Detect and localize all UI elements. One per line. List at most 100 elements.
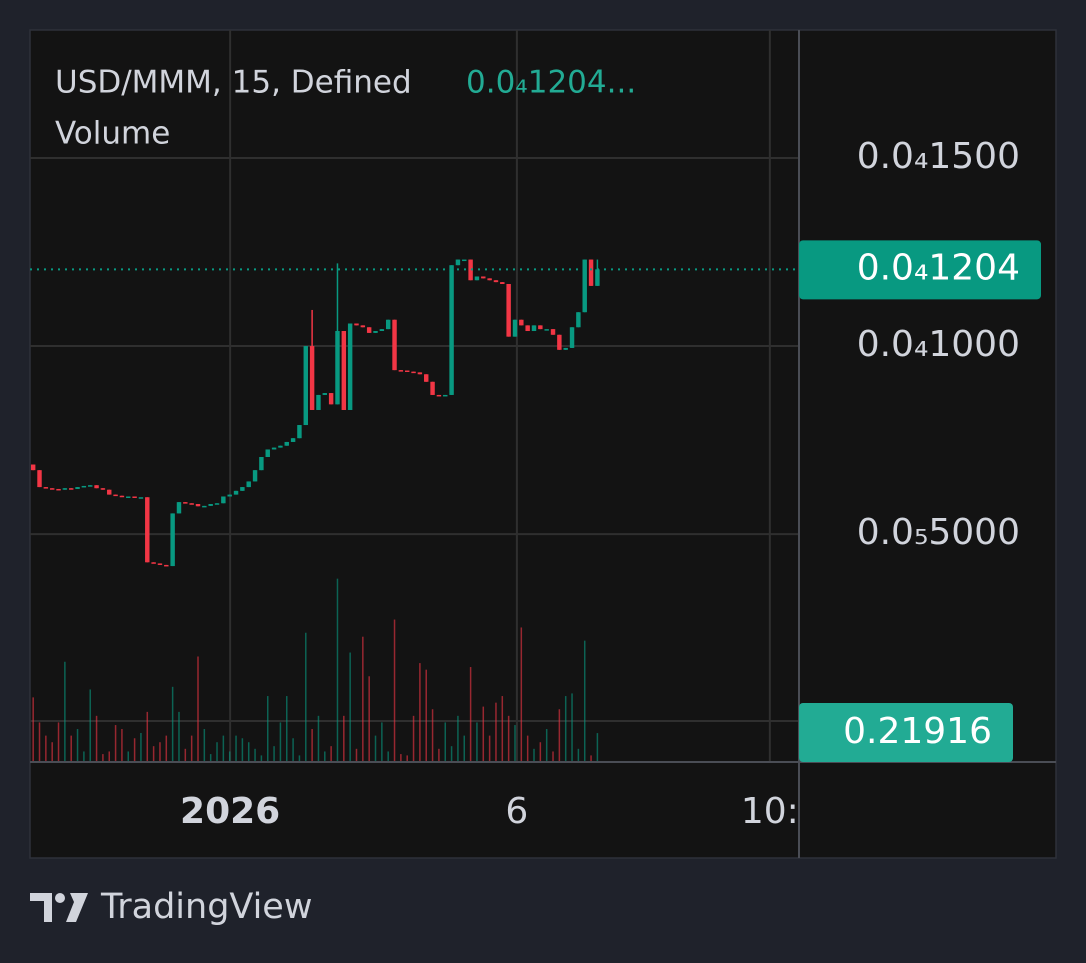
volume-bar [419, 663, 421, 762]
volume-label: 0.21916 [843, 711, 992, 752]
candle-body [588, 259, 594, 286]
volume-bar [171, 686, 174, 762]
candle-body [202, 505, 207, 508]
candle-body [221, 496, 226, 504]
volume-bar [374, 735, 377, 762]
volume-bar [140, 732, 142, 762]
volume-bar [520, 627, 523, 762]
candle-body [138, 497, 144, 499]
candle-body [309, 346, 315, 410]
volume-bar [64, 661, 66, 762]
candle-body [582, 259, 587, 313]
candle-body [335, 331, 340, 405]
candle-body [379, 329, 385, 332]
volume-bar [260, 755, 263, 762]
volume-bar [241, 738, 244, 762]
volume-bar [514, 725, 516, 762]
last-price-badge [799, 240, 1041, 300]
candle-body [62, 488, 68, 490]
volume-bar [526, 735, 529, 762]
volume-bar [558, 709, 561, 762]
volume-bar [539, 742, 542, 762]
candle-body [328, 393, 334, 405]
volume-bar [133, 738, 136, 762]
candle-body [271, 447, 277, 450]
candle-body [113, 494, 118, 497]
candle-body [189, 503, 194, 505]
volume-bar [311, 729, 313, 762]
candle-body [94, 485, 99, 489]
volume-bar [222, 735, 225, 762]
volume-bar [596, 733, 599, 762]
y-tick-label: 0.0₅5000 [857, 512, 1020, 553]
volume-bar [102, 754, 104, 762]
candle-body [43, 487, 49, 489]
candle-body [525, 325, 530, 332]
volume-bar [197, 656, 199, 762]
volume-bar [425, 669, 427, 762]
candle-body [436, 394, 442, 397]
candle-body [56, 488, 61, 491]
volume-bar [146, 711, 149, 762]
volume-bar [51, 742, 53, 762]
x-axis-labels: 2026 6 10: [180, 791, 799, 832]
volume-bar [254, 748, 256, 762]
volume-bar [450, 746, 453, 762]
volume-bar [190, 735, 193, 762]
volume-bar [412, 715, 415, 762]
volume-bar [362, 636, 364, 762]
volume-bar [298, 755, 301, 762]
volume-bar [324, 751, 326, 762]
candle-body [430, 381, 435, 395]
volume-legend: Volume [55, 116, 170, 152]
candle-body [569, 327, 575, 348]
candle-body [404, 370, 410, 373]
legend-value: 0.0₄1204... [466, 65, 636, 101]
candle-body [303, 346, 308, 426]
volume-bar [32, 697, 34, 762]
volume-bar [279, 722, 282, 762]
candle-body [417, 372, 423, 375]
candle-body [119, 495, 125, 498]
volume-bar [552, 751, 554, 762]
candle-body [576, 312, 581, 328]
volume-bar [76, 729, 79, 762]
volume-badge [799, 703, 1013, 762]
volume-bar [114, 725, 117, 762]
volume-bar [533, 748, 535, 762]
volume-bar [83, 751, 85, 762]
volume-bar [209, 754, 212, 762]
candle-body [81, 485, 87, 488]
candle-body [278, 445, 283, 448]
volume-bar [38, 722, 41, 762]
volume-bar [545, 729, 548, 762]
volume-bar [393, 619, 396, 762]
candle-body [557, 334, 562, 350]
volume-bar [488, 735, 491, 762]
candle-body [126, 496, 131, 498]
candle-body [240, 487, 245, 491]
candle-body [183, 502, 188, 504]
last-price-label: 0.0₄1204 [857, 247, 1020, 288]
volume-bar [469, 667, 472, 762]
candle-body [392, 319, 397, 371]
volume-bar [343, 715, 345, 762]
candle-body [455, 259, 461, 266]
candle-body [424, 374, 429, 382]
candle-body [411, 371, 416, 374]
candle-body [449, 265, 454, 395]
volume-bar [70, 735, 72, 762]
x-tick-label: 10: [741, 791, 799, 832]
candle-body [30, 464, 36, 471]
volume-bar [292, 738, 294, 762]
volume-bar [178, 711, 180, 762]
chart-title: USD/MMM, 15, Defined [55, 65, 412, 101]
candle-body [107, 489, 112, 495]
candle-body [538, 325, 543, 330]
y-tick-label: 0.0₄1000 [857, 324, 1020, 365]
candle-body [37, 470, 42, 488]
candle-body [176, 502, 182, 514]
candle-body [214, 503, 220, 505]
candle-body [100, 488, 106, 490]
